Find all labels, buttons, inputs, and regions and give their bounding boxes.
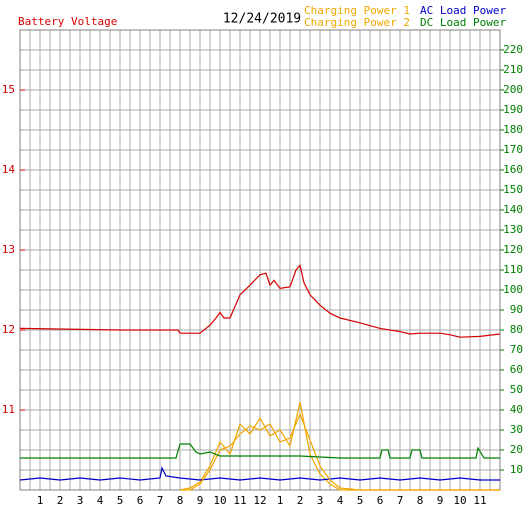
- y2-tick-label: 50: [510, 383, 523, 396]
- y2-tick-label: 60: [510, 363, 523, 376]
- y2-tick-label: 110: [503, 263, 523, 276]
- y-tick-label: 13: [2, 243, 15, 256]
- x-tick-label: 9: [197, 494, 204, 507]
- y-tick-label: 14: [2, 163, 16, 176]
- series-line: [179, 401, 500, 491]
- y2-tick-label: 210: [503, 63, 523, 76]
- x-tick-label: 11: [233, 494, 246, 507]
- y2-tick-label: 190: [503, 103, 523, 116]
- series-line: [19, 263, 501, 338]
- x-tick-label: 2: [297, 494, 304, 507]
- x-tick-label: 5: [117, 494, 124, 507]
- x-tick-label: 7: [157, 494, 164, 507]
- x-tick-label: 3: [317, 494, 324, 507]
- y2-tick-label: 140: [503, 203, 523, 216]
- y2-tick-label: 180: [503, 123, 523, 136]
- legend-label: Battery Voltage: [18, 15, 117, 28]
- x-tick-label: 11: [473, 494, 486, 507]
- series-line: [19, 466, 500, 481]
- y-tick-label: 11: [2, 403, 15, 416]
- y-tick-label: 12: [2, 323, 15, 336]
- y2-tick-label: 150: [503, 183, 523, 196]
- y2-tick-label: 30: [510, 423, 523, 436]
- y2-tick-label: 200: [503, 83, 523, 96]
- x-tick-label: 6: [137, 494, 144, 507]
- x-tick-label: 4: [337, 494, 344, 507]
- x-tick-label: 8: [177, 494, 184, 507]
- x-tick-label: 6: [377, 494, 384, 507]
- x-tick-label: 3: [77, 494, 84, 507]
- x-tick-label: 9: [437, 494, 444, 507]
- y2-tick-label: 120: [503, 243, 523, 256]
- series-line: [20, 443, 500, 459]
- legend-label: DC Load Power: [420, 16, 506, 29]
- y-tick-label: 15: [2, 83, 15, 96]
- y2-tick-label: 90: [510, 303, 523, 316]
- x-tick-label: 1: [37, 494, 44, 507]
- y2-tick-label: 40: [510, 403, 523, 416]
- x-tick-label: 8: [417, 494, 424, 507]
- x-tick-label: 10: [453, 494, 466, 507]
- x-tick-label: 10: [213, 494, 226, 507]
- legend-label: Charging Power 2: [304, 16, 410, 29]
- y2-tick-label: 130: [503, 223, 523, 236]
- y2-tick-label: 100: [503, 283, 523, 296]
- chart-title: 12/24/2019: [223, 12, 301, 27]
- x-tick-label: 4: [97, 494, 104, 507]
- legend-label: AC Load Power: [420, 4, 506, 17]
- y2-tick-label: 20: [510, 443, 523, 456]
- y2-tick-label: 10: [510, 463, 523, 476]
- x-tick-label: 1: [277, 494, 284, 507]
- legend-label: Charging Power 1: [304, 4, 410, 17]
- x-tick-label: 2: [57, 494, 64, 507]
- y2-tick-label: 70: [510, 343, 523, 356]
- x-tick-label: 5: [357, 494, 364, 507]
- y2-tick-label: 160: [503, 163, 523, 176]
- y2-tick-label: 80: [510, 323, 523, 336]
- x-tick-label: 7: [397, 494, 404, 507]
- y2-tick-label: 170: [503, 143, 523, 156]
- plot-border: [19, 29, 501, 491]
- y2-tick-label: 220: [503, 43, 523, 56]
- series-line: [180, 412, 500, 491]
- x-tick-label: 12: [253, 494, 266, 507]
